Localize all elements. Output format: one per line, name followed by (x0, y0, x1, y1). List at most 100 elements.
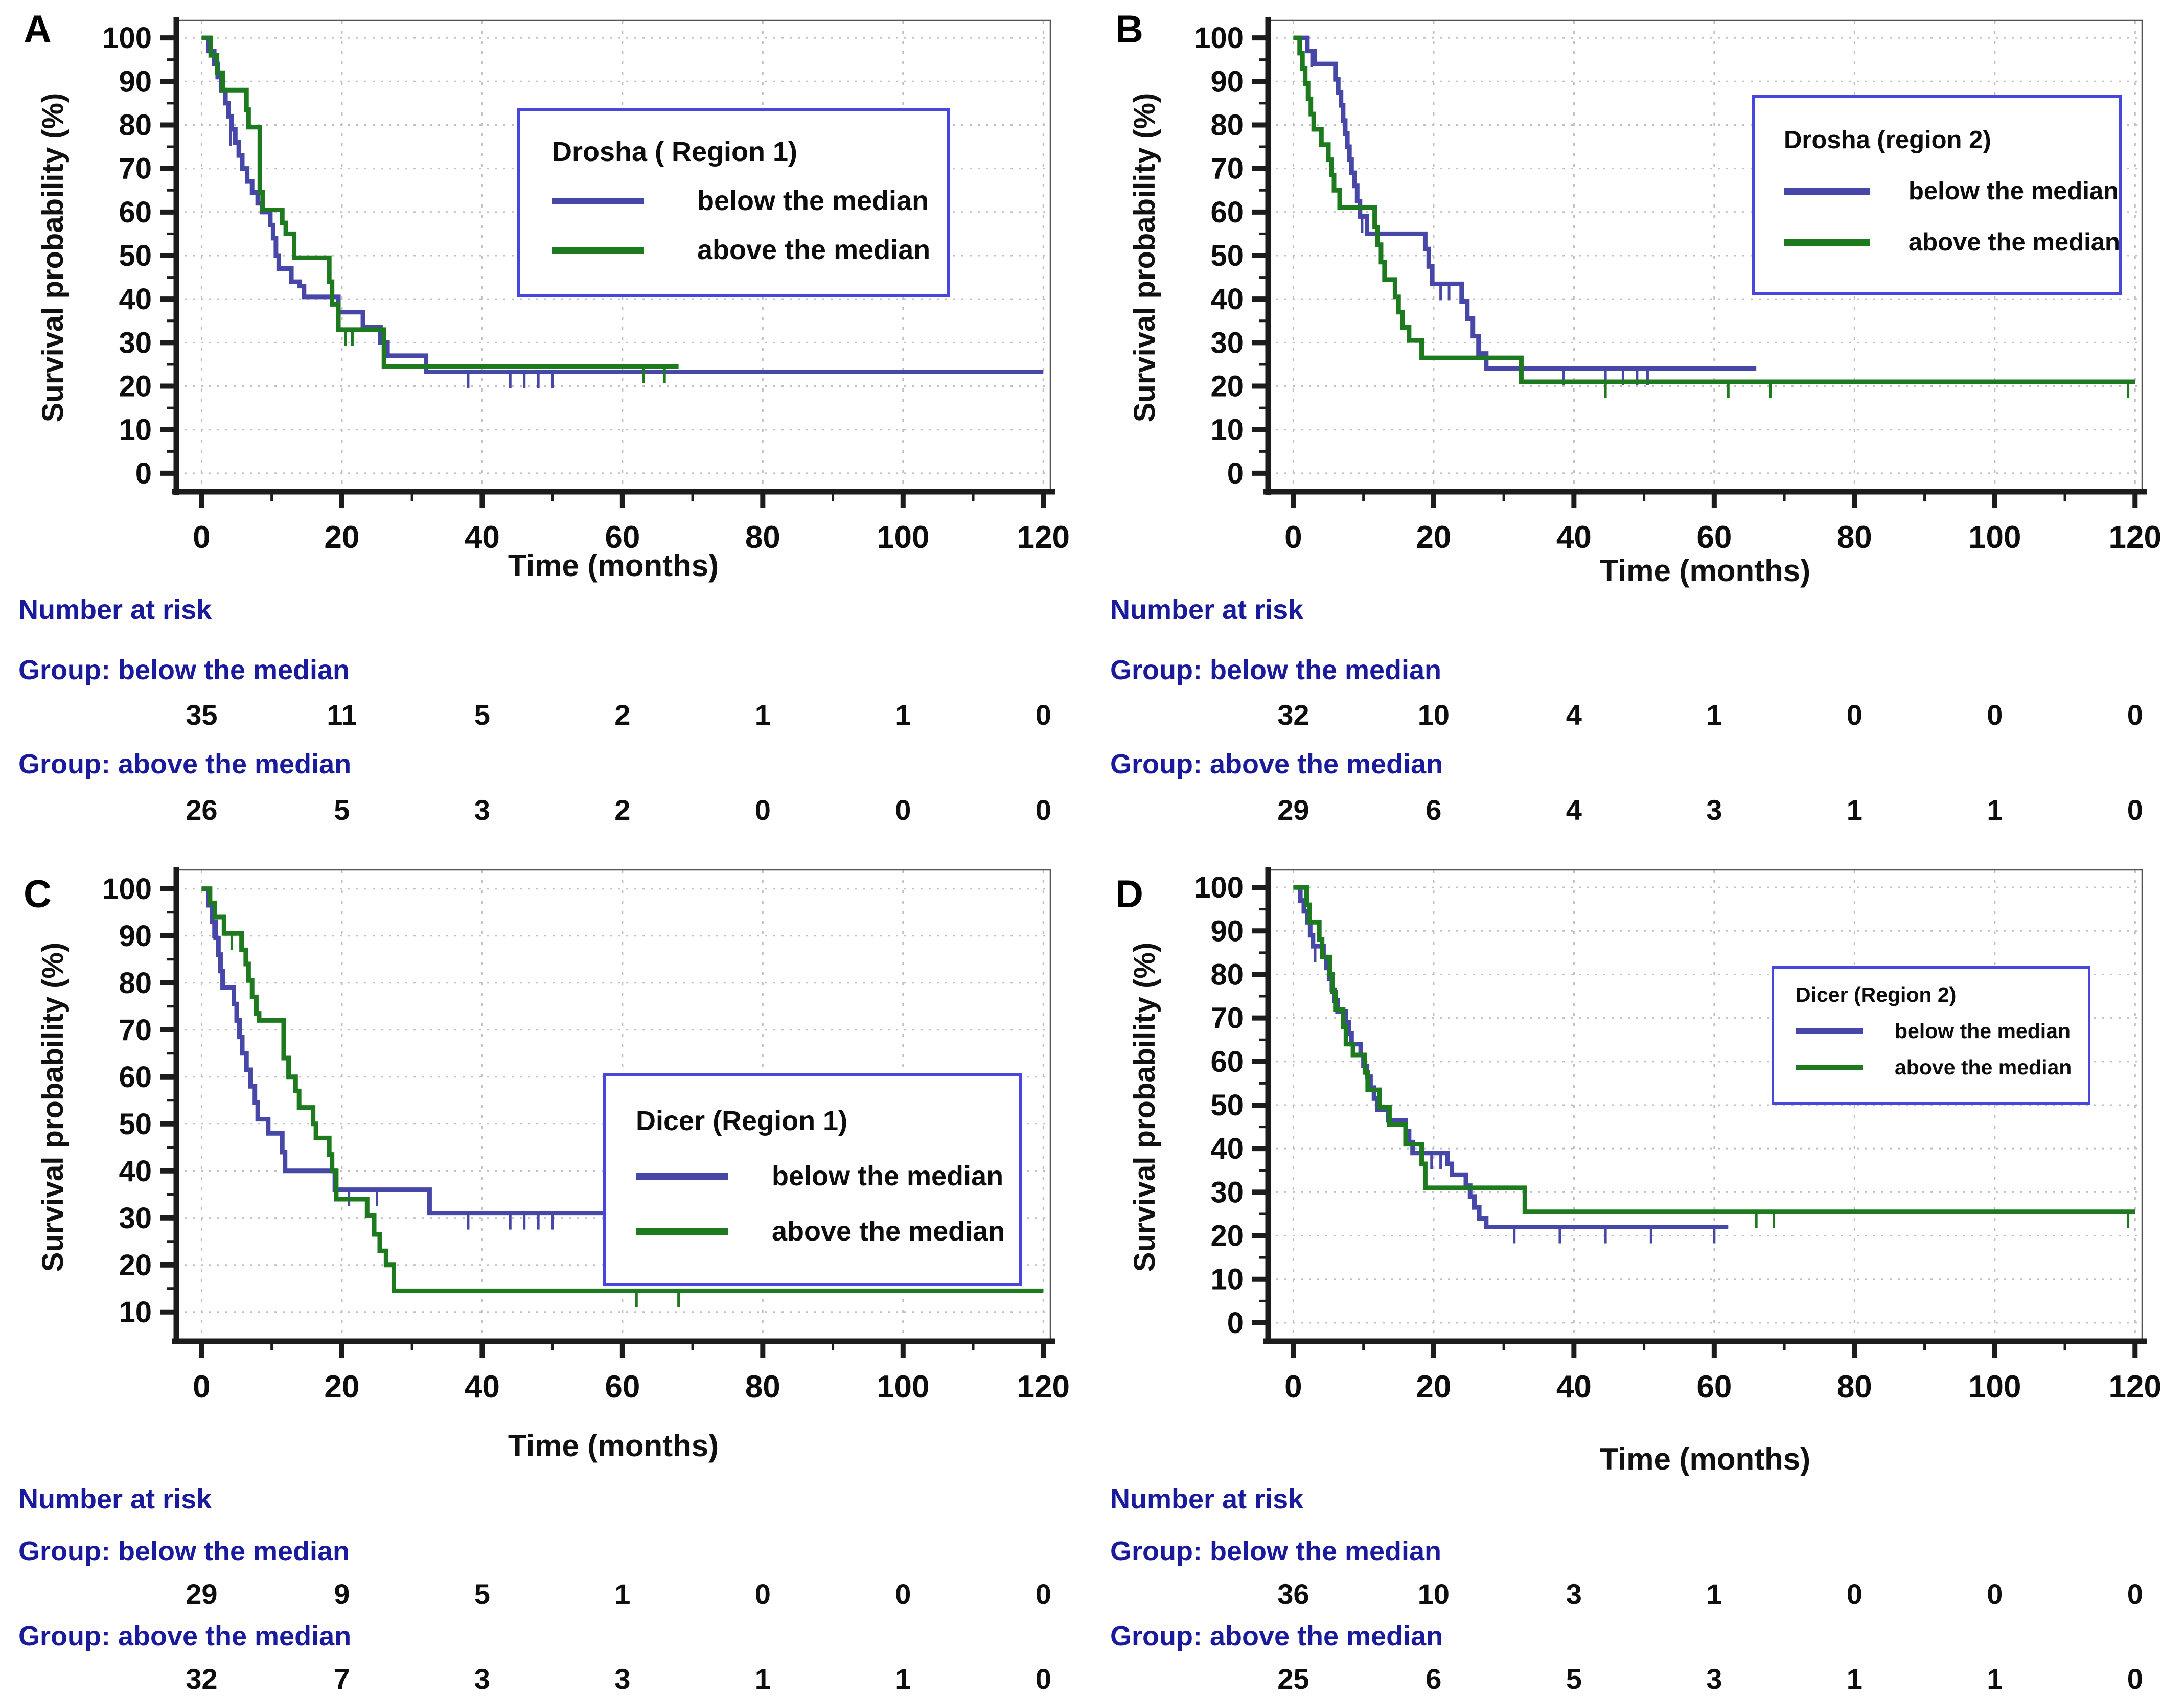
legend-item-above: above the median (1784, 228, 2120, 257)
svg-text:120: 120 (1017, 1369, 1070, 1405)
legend-title: Dicer (Region 2) (1796, 983, 1957, 1006)
svg-text:0: 0 (1284, 1369, 1302, 1405)
svg-text:80: 80 (1210, 958, 1244, 991)
legend-item-below: below the median (1796, 1019, 2078, 1043)
svg-text:80: 80 (745, 520, 780, 555)
svg-text:30: 30 (119, 1202, 152, 1235)
svg-text:70: 70 (1210, 152, 1244, 186)
svg-text:90: 90 (1210, 65, 1244, 98)
svg-text:0: 0 (1284, 520, 1302, 555)
svg-text:20: 20 (1210, 1220, 1244, 1253)
panel-letter-d: D (1115, 873, 1143, 916)
legend-title: Dicer (Region 1) (636, 1106, 848, 1136)
svg-text:0: 0 (1227, 457, 1244, 490)
svg-text:60: 60 (605, 520, 640, 555)
y-axis-title: Survival probability (%) (1128, 93, 1161, 423)
svg-text:60: 60 (1696, 1369, 1732, 1405)
svg-text:100: 100 (102, 873, 152, 906)
x-axis-title: Time (months) (508, 1429, 719, 1463)
legend-label: above the median (697, 235, 931, 265)
legend-label: below the median (1909, 177, 2119, 205)
svg-text:0: 0 (135, 457, 152, 490)
y-axis-title: Survival probability (%) (36, 93, 70, 423)
legend-item-below: below the median (636, 1160, 1007, 1192)
svg-text:80: 80 (1210, 108, 1244, 142)
legend-label: below the median (697, 186, 929, 216)
svg-text:90: 90 (119, 920, 152, 953)
svg-text:20: 20 (1416, 520, 1451, 555)
svg-text:120: 120 (1017, 520, 1070, 555)
svg-text:40: 40 (1210, 283, 1244, 316)
y-axis-title: Survival probability (%) (1128, 942, 1161, 1272)
svg-text:120: 120 (2109, 520, 2162, 555)
legend-title: Drosha ( Region 1) (552, 136, 798, 167)
svg-text:40: 40 (465, 520, 500, 555)
below-median-line-swatch (1784, 188, 1870, 195)
legend-label: above the median (1909, 228, 2120, 256)
svg-text:20: 20 (119, 370, 152, 403)
svg-text:50: 50 (1210, 1089, 1244, 1122)
y-axis-title: Survival probability (%) (36, 942, 70, 1272)
svg-text:60: 60 (1696, 520, 1732, 555)
svg-text:50: 50 (119, 1108, 152, 1141)
svg-text:10: 10 (119, 414, 152, 447)
svg-text:40: 40 (119, 283, 152, 316)
panel-c: 10 20 30 40 50 60 70 80 90 100 0 20 40 60 80 100 120 C S… (0, 850, 1092, 1699)
svg-text:80: 80 (745, 1369, 780, 1405)
svg-text:60: 60 (119, 196, 152, 229)
legend-box: Drosha (region 2) below the median above… (1752, 95, 2122, 295)
svg-text:50: 50 (119, 239, 152, 272)
below-median-line-swatch (636, 1173, 728, 1180)
svg-text:10: 10 (1210, 414, 1244, 447)
svg-text:0: 0 (193, 1369, 210, 1405)
svg-text:20: 20 (119, 1249, 152, 1282)
svg-text:90: 90 (119, 65, 152, 98)
legend-label: below the median (1895, 1019, 2071, 1043)
svg-text:40: 40 (1556, 1369, 1592, 1405)
svg-text:10: 10 (1210, 1263, 1244, 1296)
svg-text:20: 20 (324, 1369, 359, 1405)
km-plot-b: 0 10 20 30 40 50 60 70 80 90 100 0 20 40 60 80 100 120 (1194, 17, 2162, 555)
svg-text:60: 60 (119, 1061, 152, 1094)
panel-letter-b: B (1115, 8, 1143, 51)
svg-text:60: 60 (1210, 1045, 1244, 1078)
svg-text:40: 40 (465, 1369, 500, 1405)
svg-text:40: 40 (1210, 1132, 1244, 1165)
svg-text:40: 40 (119, 1155, 152, 1188)
legend-item-above: above the median (636, 1215, 1007, 1247)
above-median-line-swatch (552, 246, 644, 254)
svg-text:60: 60 (1210, 196, 1244, 229)
panel-b: 0 10 20 30 40 50 60 70 80 90 100 0 20 40 60 80 100 120 B … (1092, 0, 2184, 850)
svg-text:20: 20 (1210, 370, 1244, 403)
svg-text:100: 100 (1194, 871, 1244, 904)
svg-text:30: 30 (1210, 326, 1244, 359)
legend-label: above the median (772, 1216, 1005, 1247)
svg-text:10: 10 (119, 1296, 152, 1329)
below-median-line-swatch (552, 197, 644, 204)
legend-box: Drosha ( Region 1) below the median abov… (517, 108, 950, 297)
svg-text:70: 70 (119, 1014, 152, 1047)
panel-letter-c: C (24, 873, 52, 916)
legend-label: below the median (772, 1161, 1004, 1191)
legend-item-below: below the median (1784, 177, 2119, 205)
svg-text:100: 100 (102, 21, 152, 55)
below-median-line-swatch (1796, 1028, 1863, 1034)
svg-text:0: 0 (193, 520, 210, 555)
x-axis-title: Time (months) (1599, 1442, 1811, 1476)
svg-text:50: 50 (1210, 239, 1244, 272)
svg-text:60: 60 (605, 1369, 640, 1405)
svg-text:80: 80 (1837, 520, 1872, 555)
above-median-line-swatch (636, 1228, 728, 1235)
x-axis-title: Time (months) (508, 548, 719, 583)
svg-text:100: 100 (877, 520, 929, 555)
svg-text:100: 100 (1968, 520, 2021, 555)
panel-a: 0 10 20 30 40 50 60 70 80 90 100 0 20 40 60 80 100 120 A … (0, 0, 1092, 850)
legend-label: above the median (1895, 1055, 2072, 1079)
x-axis-title: Time (months) (1599, 554, 1811, 588)
svg-text:30: 30 (1210, 1176, 1244, 1209)
legend-box: Dicer (Region 2) below the median above … (1772, 966, 2090, 1105)
legend-item-above: above the median (1796, 1055, 2078, 1080)
svg-text:80: 80 (1837, 1369, 1872, 1405)
panel-letter-a: A (24, 8, 52, 51)
